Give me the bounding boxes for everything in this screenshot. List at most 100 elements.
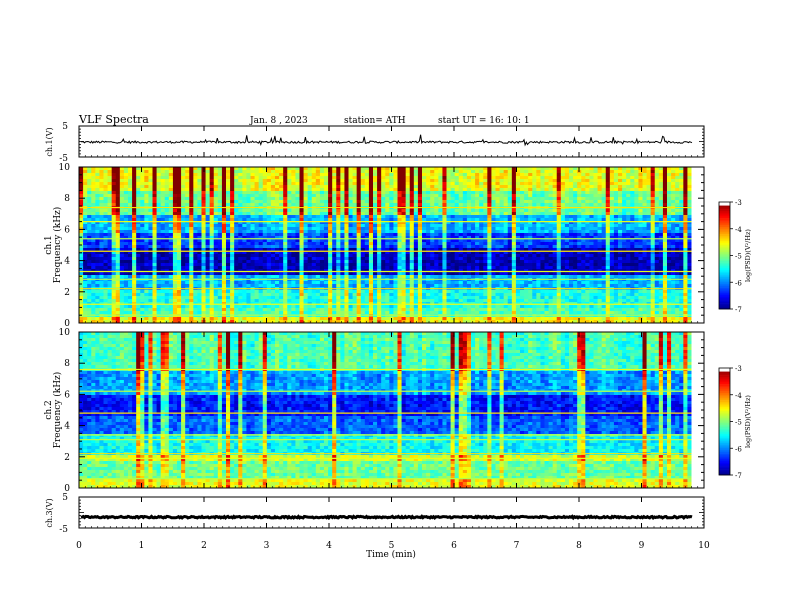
- spectrogram-cell: [613, 257, 619, 261]
- spectrogram-cell: [201, 248, 206, 252]
- spectrogram-cell: [123, 233, 129, 237]
- spectrogram-cell: [299, 236, 304, 240]
- spectrogram-cell: [348, 245, 353, 249]
- spectrogram-cell: [340, 242, 345, 246]
- spectrogram-cell: [409, 236, 415, 240]
- spectrogram-cell: [332, 182, 337, 186]
- spectrogram-cell: [254, 233, 260, 237]
- spectrogram-cell: [585, 173, 590, 177]
- spectrogram-cell: [426, 167, 431, 171]
- spectrogram-cell: [524, 188, 529, 192]
- spectrogram-cell: [140, 263, 145, 267]
- spectrogram-cell: [564, 191, 570, 195]
- spectrogram-cell: [430, 230, 435, 234]
- spectrogram-cell: [148, 176, 153, 180]
- spectrogram-cell: [650, 185, 656, 189]
- spectrogram-cell: [303, 245, 309, 249]
- spectrogram-cell: [201, 263, 206, 267]
- spectrogram-cell: [262, 218, 268, 222]
- spectrogram-cell: [307, 248, 313, 252]
- spectrogram-cell: [650, 227, 656, 231]
- spectrogram-cell: [287, 215, 292, 219]
- spectrogram-cell: [401, 212, 407, 216]
- spectrogram-cell: [83, 197, 88, 201]
- spectrogram-cell: [107, 251, 113, 255]
- spectrogram-cell: [324, 260, 329, 264]
- spectrogram-cell: [193, 248, 198, 252]
- spectrogram-cell: [609, 215, 615, 219]
- spectrogram-cell: [507, 251, 513, 255]
- spectrogram-cell: [111, 197, 117, 201]
- spectrogram-cell: [528, 224, 533, 228]
- spectrogram-cell: [368, 224, 374, 228]
- spectrogram-cell: [209, 236, 215, 240]
- spectrogram-cell: [675, 182, 680, 186]
- spectrogram-cell: [193, 215, 198, 219]
- spectrogram-cell: [83, 179, 88, 183]
- spectrogram-cell: [270, 221, 276, 225]
- spectrogram-cell: [556, 212, 562, 216]
- spectrogram-cell: [687, 236, 692, 240]
- spectrogram-cell: [658, 242, 664, 246]
- spectrogram-cell: [618, 233, 623, 237]
- spectrogram-cell: [230, 179, 235, 183]
- spectrogram-cell: [466, 218, 472, 222]
- spectrogram-cell: [528, 248, 533, 252]
- spectrogram-cell: [197, 176, 202, 180]
- spectrogram-cell: [634, 218, 639, 222]
- spectrogram-cell: [507, 176, 513, 180]
- spectrogram-cell: [471, 242, 476, 246]
- spectrogram-cell: [446, 251, 451, 255]
- spectrogram-cell: [642, 233, 647, 237]
- spectrogram-cell: [556, 170, 562, 174]
- spectrogram-cell: [642, 242, 647, 246]
- spectrogram-cell: [622, 188, 627, 192]
- spectrogram-cell: [585, 170, 590, 174]
- spectrogram-cell: [405, 251, 411, 255]
- spectrogram-cell: [275, 185, 280, 189]
- spectrogram-cell: [499, 170, 505, 174]
- spectrogram-cell: [397, 239, 402, 243]
- spectrogram-cell: [597, 251, 603, 255]
- spectrogram-cell: [352, 191, 358, 195]
- spectrogram-cell: [230, 218, 235, 222]
- spectrogram-cell: [189, 242, 194, 246]
- spectrogram-cell: [499, 194, 505, 198]
- spectrogram-cell: [246, 248, 251, 252]
- spectrogram-cell: [422, 182, 427, 186]
- spectrogram-cell: [177, 173, 182, 177]
- spectrogram-cell: [654, 254, 660, 258]
- spectrogram-cell: [311, 233, 317, 237]
- spectrogram-cell: [634, 185, 639, 189]
- spectrogram-cell: [177, 230, 182, 234]
- spectrogram-cell: [491, 194, 496, 198]
- spectrogram-cell: [172, 254, 178, 258]
- spectrogram-cell: [564, 221, 570, 225]
- spectrogram-cell: [283, 185, 288, 189]
- spectrogram-cell: [471, 212, 476, 216]
- spectrogram-cell: [597, 230, 603, 234]
- spectrogram-cell: [601, 200, 607, 204]
- spectrogram-cell: [291, 215, 296, 219]
- spectrogram-cell: [254, 242, 260, 246]
- spectrogram-cell: [487, 221, 492, 225]
- spectrogram-cell: [618, 203, 623, 207]
- spectrogram-cell: [495, 245, 500, 249]
- spectrogram-cell: [393, 212, 398, 216]
- spectrogram-cell: [560, 248, 566, 252]
- spectrogram-cell: [287, 236, 292, 240]
- spectrogram-cell: [634, 215, 639, 219]
- spectrogram-cell: [246, 260, 251, 264]
- spectrogram-cell: [340, 167, 345, 171]
- spectrogram-cell: [442, 182, 447, 186]
- spectrogram-cell: [687, 167, 692, 171]
- spectrogram-cell: [413, 257, 419, 261]
- spectrogram-cell: [569, 194, 574, 198]
- spectrogram-cell: [577, 236, 582, 240]
- spectrogram-cell: [564, 197, 570, 201]
- spectrogram-cell: [573, 254, 578, 258]
- spectrogram-cell: [189, 224, 194, 228]
- spectrogram-cell: [577, 182, 582, 186]
- spectrogram-cell: [107, 260, 113, 264]
- spectrogram-cell: [597, 170, 603, 174]
